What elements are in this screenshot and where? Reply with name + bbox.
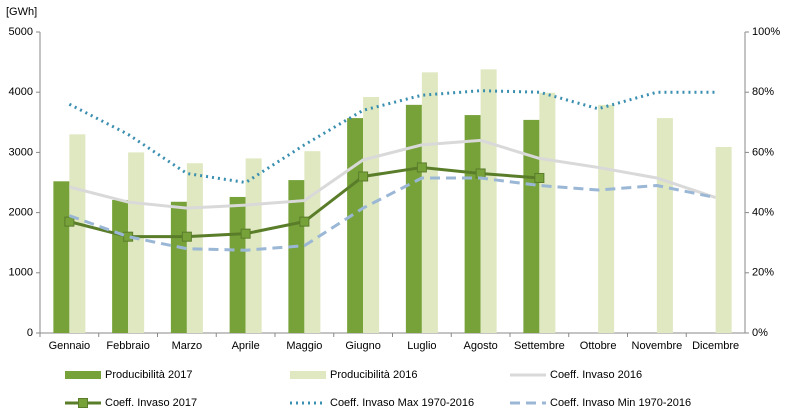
y-tick-label: 3000 [9,146,33,158]
bar [715,146,732,333]
legend-label: Coeff. Invaso 2016 [550,369,642,381]
legend-label: Coeff. Invaso Max 1970-2016 [330,397,474,409]
marker [358,171,369,182]
x-tick-label: Settembre [514,340,565,352]
y2-tick-label: 0% [752,327,768,339]
y2-tick-label: 100% [752,26,780,38]
legend-marker [78,398,88,408]
x-tick-label: Ottobre [580,340,617,352]
y-tick-label: 5000 [9,26,33,38]
y-tick-label: 1000 [9,267,33,279]
bar [229,196,246,333]
y2-tick-label: 80% [752,86,774,98]
bar [464,115,481,334]
bar [656,118,673,333]
bar [421,72,438,334]
bar [480,69,497,333]
x-tick-label: Novembre [632,340,683,352]
y2-tick-label: 60% [752,146,774,158]
legend-label: Coeff. Invaso Min 1970-2016 [550,397,691,409]
x-tick-label: Gennaio [49,340,91,352]
x-tick-label: Marzo [172,340,203,352]
line [68,176,716,252]
x-tick-label: Luglio [407,340,436,352]
bar [347,118,364,333]
bar [245,158,262,333]
bar [363,97,380,334]
marker [416,162,427,173]
legend-label: Producibilità 2017 [105,369,192,381]
bar [69,134,86,333]
y2-tick-label: 20% [752,267,774,279]
legend-label: Coeff. Invaso 2017 [105,397,197,409]
marker [299,216,310,227]
x-tick-label: Giugno [345,340,380,352]
bar [53,181,70,333]
line [68,89,716,185]
y-tick-label: 4000 [9,86,33,98]
legend-swatch [290,371,326,379]
y-axis-label: [GWh] [6,6,37,18]
bar [128,152,145,333]
bar [170,201,187,333]
marker [534,172,545,183]
marker [240,228,251,239]
line [69,138,717,210]
x-tick-label: Agosto [464,340,498,352]
bar [523,119,540,333]
marker [181,231,192,242]
bar [539,92,556,333]
x-tick-label: Aprile [232,340,260,352]
marker [64,216,75,227]
x-tick-label: Dicembre [692,340,739,352]
bar [598,104,615,333]
legend-label: Producibilità 2016 [330,369,417,381]
y2-tick-label: 40% [752,207,774,219]
y-tick-label: 0 [27,327,33,339]
bar [405,104,422,333]
x-tick-label: Maggio [286,340,322,352]
y-tick-label: 2000 [9,207,33,219]
bar [112,199,129,333]
x-tick-label: Febbraio [106,340,149,352]
legend-swatch [65,371,101,379]
